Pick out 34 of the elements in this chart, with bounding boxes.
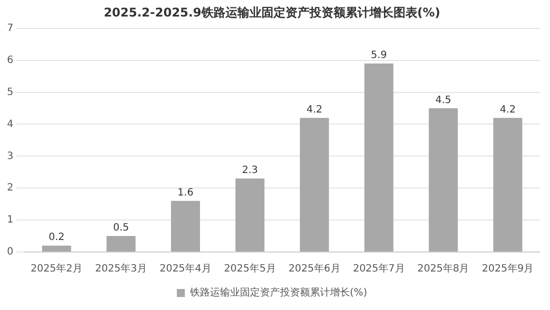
y-tick-label: 5	[6, 86, 14, 98]
data-label: 4.2	[306, 104, 322, 116]
bar	[300, 118, 329, 252]
bar	[493, 118, 522, 252]
y-tick-label: 0	[6, 246, 14, 258]
y-tick-label: 6	[6, 54, 14, 66]
y-tick-label: 3	[6, 150, 14, 162]
chart-title: 2025.2-2025.9铁路运输业固定资产投资额累计增长图表(%)	[104, 5, 440, 20]
x-tick-label: 2025年7月	[352, 262, 405, 275]
x-tick-label: 2025年6月	[288, 262, 340, 275]
data-label: 4.2	[500, 104, 516, 116]
data-label: 0.2	[48, 232, 65, 244]
y-tick-label: 7	[6, 22, 14, 34]
data-label: 2.3	[242, 165, 258, 176]
bar	[106, 236, 136, 252]
y-tick-label: 1	[6, 214, 14, 226]
x-tick-label: 2025年5月	[224, 262, 276, 275]
x-tick-label: 2025年3月	[95, 262, 147, 275]
bar	[364, 64, 394, 252]
x-tick-label: 2025年8月	[417, 262, 470, 275]
bar	[170, 200, 200, 252]
legend-label: 铁路运输业固定资产投资额累计增长(%)	[188, 286, 368, 299]
data-label: 4.5	[435, 94, 452, 106]
bar	[428, 108, 458, 252]
data-label: 1.6	[178, 187, 194, 198]
data-label: 5.9	[370, 50, 387, 62]
data-label: 0.5	[113, 222, 129, 234]
x-tick-label: 2025年4月	[160, 262, 212, 275]
y-tick-label: 4	[6, 118, 14, 130]
x-tick-label: 2025年2月	[30, 262, 82, 275]
y-tick-label: 2	[6, 182, 14, 194]
bar	[235, 178, 264, 252]
x-tick-label: 2025年9月	[482, 262, 534, 275]
bar	[42, 246, 72, 252]
